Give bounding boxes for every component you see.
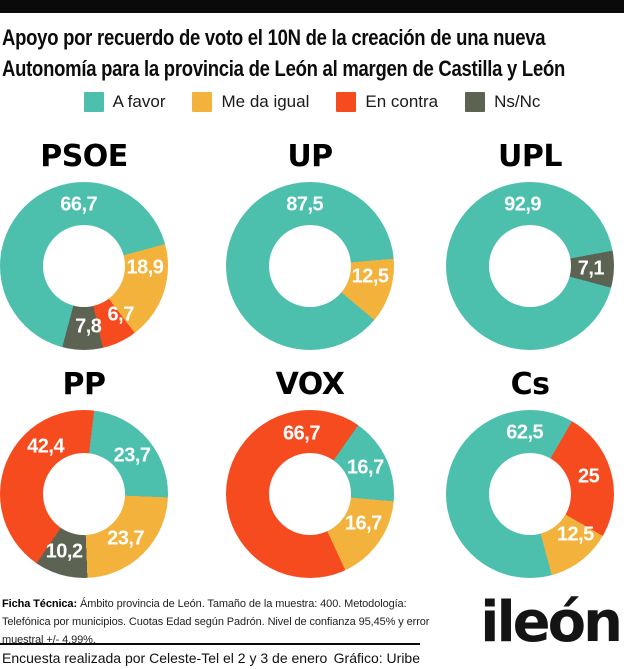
chart-title-upl: UPL [498,139,562,174]
legend-swatch-ns-nc [465,92,486,112]
page-title-line2: Autonomía para la provincia de León al m… [2,56,566,81]
page-title: Apoyo por recuerdo de voto el 10N de la … [2,22,615,84]
segment-value-label: 16,7 [346,456,384,479]
credits-row: Encuesta realizada por Celeste-Tel el 2 … [2,650,420,666]
segment-value-label: 16,7 [344,512,382,535]
graphic-credit: Gráfico: Uribe [333,650,420,666]
donut-vox: 16,7 16,7 66,7 [226,410,394,578]
chart-title-psoe: PSOE [40,139,128,174]
segment-value-label: 92,9 [504,193,542,216]
segment-value-label: 12,5 [351,265,389,288]
segment-value-label: 87,5 [286,193,324,216]
segment-value-label: 7,1 [577,257,605,280]
survey-credit: Encuesta realizada por Celeste-Tel el 2 … [2,650,328,666]
top-bar [0,0,624,13]
legend-swatch-me-da-igual [192,92,213,112]
donut-chart-up: UP 87,5 12,5 [200,138,420,350]
donut-chart-cs: Cs 25 12,5 62,5 [420,366,624,578]
legend-item-en-contra: En contra [336,92,438,112]
donut-psoe: 66,7 18,9 6,7 7,8 [0,182,168,350]
segment-value-label: 12,5 [556,523,594,546]
footer-divider [0,643,420,645]
segment-value-label: 10,2 [45,540,83,563]
segment-value-label: 6,7 [107,303,135,326]
donut-chart-upl: UPL 92,9 7,1 [420,138,624,350]
technical-sheet-label: Ficha Técnica: [2,598,78,610]
chart-title-cs: Cs [510,367,550,402]
segment-value-label: 62,5 [506,421,544,444]
technical-sheet: Ficha Técnica: Ámbito provincia de León.… [2,595,440,649]
legend-label: Ns/Nc [494,92,541,111]
donut-chart-pp: PP 23,7 23,7 10,2 42,4 [0,366,194,578]
segment-value-label: 23,7 [113,444,151,467]
segment-value-label: 18,9 [126,256,164,279]
chart-title-up: UP [287,139,333,174]
donut-pp: 23,7 23,7 10,2 42,4 [0,410,168,578]
ileon-logo: ileón [480,590,623,655]
donut-chart-vox: VOX 16,7 16,7 66,7 [200,366,420,578]
chart-legend: A favor Me da igual En contra Ns/Nc [0,92,624,112]
legend-swatch-a-favor [83,92,104,112]
segment-value-label: 66,7 [283,422,320,445]
donut-up: 87,5 12,5 [226,182,394,350]
donut-cs: 25 12,5 62,5 [446,410,614,578]
segment-value-label: 66,7 [60,193,98,216]
page-title-line1: Apoyo por recuerdo de voto el 10N de la … [2,25,546,50]
legend-swatch-en-contra [336,92,357,112]
legend-item-me-da-igual: Me da igual [192,92,309,112]
legend-label: En contra [365,92,439,111]
legend-label: A favor [112,92,166,111]
legend-item-ns-nc: Ns/Nc [465,92,540,112]
segment-value-label: 23,7 [107,527,145,550]
chart-title-vox: VOX [275,367,345,402]
donut-chart-psoe: PSOE 66,7 18,9 6,7 7,8 [0,138,194,350]
legend-label: Me da igual [221,92,310,111]
segment-value-label: 7,8 [75,315,102,338]
donut-upl: 92,9 7,1 [446,182,614,350]
segment-value-label: 42,4 [27,435,65,458]
segment-value-label: 25 [578,465,600,488]
legend-item-a-favor: A favor [83,92,166,112]
chart-title-pp: PP [62,367,106,402]
